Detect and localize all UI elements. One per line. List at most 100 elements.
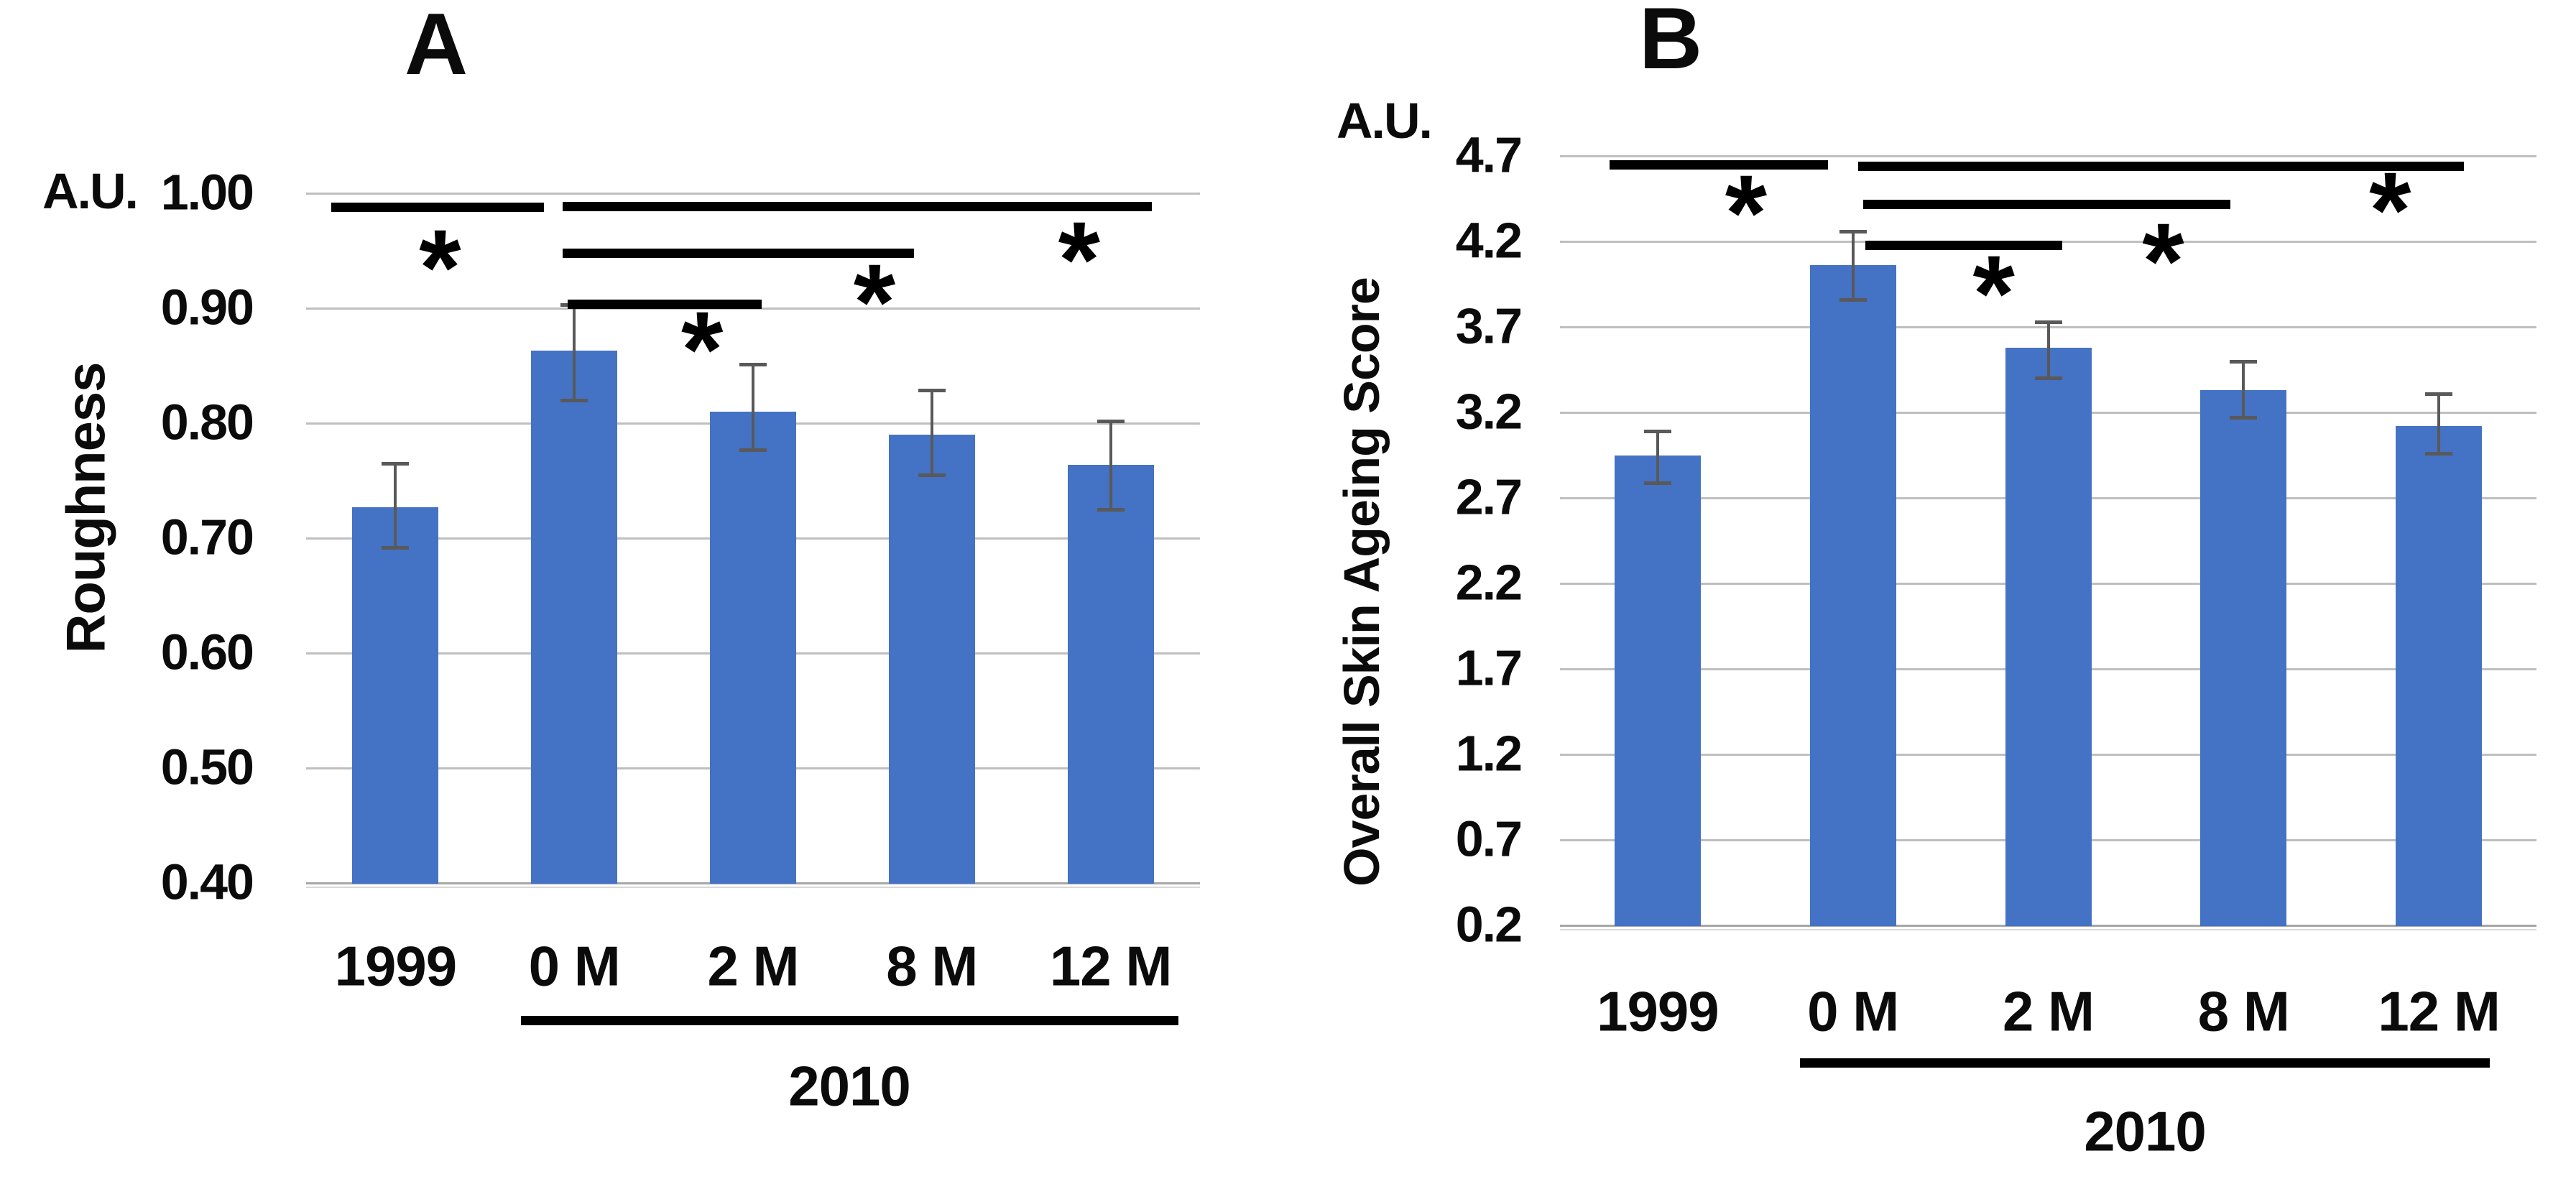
x-category-label: 0 M [1807, 979, 1899, 1043]
axis-baseline-echo [1560, 929, 2536, 930]
significance-line [1857, 162, 2465, 172]
bar [2005, 347, 2092, 926]
axis-baseline-echo [306, 887, 1200, 888]
significance-asterisk: * [419, 207, 461, 328]
bar [1067, 464, 1154, 884]
x-group-label: 2010 [788, 1054, 911, 1118]
error-bar-cap [739, 448, 767, 452]
panel-b-title: B [1638, 0, 1703, 87]
error-bar-cap [560, 399, 588, 402]
y-tick-label: 0.7 [1455, 810, 1523, 867]
significance-line [331, 203, 545, 213]
error-bar [1656, 431, 1659, 483]
y-tick-label: 4.7 [1455, 126, 1523, 183]
x-category-label: 1999 [334, 934, 458, 998]
x-group-label: 2010 [2084, 1099, 2207, 1163]
y-tick-label: 0.80 [160, 394, 254, 450]
error-bar-cap [2230, 416, 2258, 420]
error-bar-cap [1643, 481, 1671, 485]
error-bar-cap [1643, 430, 1671, 434]
x-category-label: 8 M [886, 934, 978, 998]
y-tick-label: 0.40 [160, 854, 254, 910]
significance-asterisk: * [853, 241, 896, 362]
error-bar [1851, 231, 1855, 300]
bar [710, 412, 796, 884]
significance-line [1609, 159, 1828, 170]
error-bar-cap [382, 462, 410, 466]
bar [888, 435, 975, 884]
error-bar-cap [918, 473, 946, 477]
bar [1614, 455, 1701, 926]
error-bar-cap [2034, 320, 2062, 324]
error-bar-cap [1839, 229, 1867, 234]
bar [531, 351, 618, 884]
x-category-label: 1999 [1597, 979, 1719, 1043]
error-bar-cap [2034, 376, 2062, 381]
y-tick-label: 0.90 [160, 279, 254, 336]
error-bar-cap [1097, 508, 1125, 512]
error-bar [394, 463, 397, 547]
significance-line [563, 249, 914, 259]
y-tick-label: 2.7 [1455, 468, 1523, 525]
y-tick-label: 0.50 [160, 739, 254, 795]
error-bar [930, 389, 933, 475]
significance-asterisk: * [1058, 198, 1100, 320]
x-category-label: 0 M [528, 934, 621, 998]
y-tick-label: 4.2 [1455, 212, 1523, 269]
significance-asterisk: * [1725, 152, 1768, 274]
error-bar [2437, 393, 2441, 454]
y-tick-label: 0.2 [1455, 896, 1523, 953]
gridline [1560, 155, 2536, 157]
significance-asterisk: * [681, 288, 724, 410]
error-bar-cap [918, 388, 946, 392]
significance-asterisk: * [1972, 233, 2015, 354]
error-bar-cap [739, 363, 767, 367]
error-bar-cap [1839, 297, 1867, 302]
x-category-label: 12 M [1049, 934, 1172, 998]
y-tick-label: 3.7 [1455, 297, 1523, 354]
significance-line [1865, 240, 2063, 250]
bar [2200, 390, 2287, 926]
panel-a-y-axis-label: Roughness [55, 362, 117, 654]
x-category-label: 8 M [2197, 979, 2290, 1043]
significance-line [568, 299, 762, 309]
panel-b-y-axis-label: Overall Skin Ageing Score [1334, 277, 1390, 887]
panel-b-unit-label: A.U. [1337, 93, 1433, 149]
error-bar [573, 305, 576, 400]
error-bar [752, 364, 754, 450]
error-bar [2046, 321, 2050, 379]
bar [352, 507, 439, 884]
bar [1809, 265, 1896, 926]
x-category-label: 12 M [2378, 979, 2500, 1043]
y-tick-label: 1.00 [160, 164, 254, 221]
gridline [306, 193, 1200, 195]
x-group-bracket [1800, 1058, 2490, 1068]
x-group-bracket [521, 1016, 1178, 1025]
y-tick-label: 0.70 [160, 509, 254, 565]
significance-asterisk: * [2369, 149, 2411, 270]
error-bar-cap [2230, 359, 2258, 364]
y-tick-label: 0.60 [160, 624, 254, 680]
significance-line [563, 201, 1152, 211]
y-tick-label: 1.2 [1455, 725, 1523, 782]
significance-line [1862, 199, 2231, 209]
bar [2396, 426, 2483, 926]
error-bar [2242, 361, 2245, 418]
y-tick-label: 3.2 [1455, 383, 1523, 440]
significance-asterisk: * [2142, 200, 2184, 321]
error-bar [1109, 420, 1112, 509]
error-bar-cap [382, 545, 410, 550]
panel-a-unit-label: A.U. [42, 163, 139, 219]
x-category-label: 2 M [2002, 979, 2095, 1043]
error-bar-cap [1097, 419, 1125, 423]
x-category-label: 2 M [707, 934, 799, 998]
y-tick-label: 1.7 [1455, 639, 1523, 696]
error-bar-cap [2425, 392, 2453, 396]
error-bar-cap [2425, 452, 2453, 456]
y-tick-label: 2.2 [1455, 554, 1523, 611]
